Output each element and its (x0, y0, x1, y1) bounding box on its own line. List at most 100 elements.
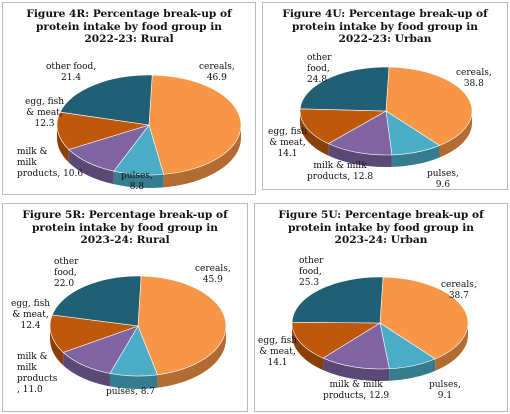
slice-label-value: 8.8 (129, 182, 145, 192)
slice-label-value: 12.9 (369, 391, 390, 401)
pie-slice-side-milk_products (323, 358, 390, 381)
pie-slice-milk_products (327, 110, 393, 156)
slice-label-name: food, (307, 64, 330, 74)
slice-label-cereals: cereals, 38.7 (441, 280, 477, 302)
pie-slice-side-cereals (435, 323, 468, 371)
slice-label-value: 38.7 (448, 291, 469, 301)
pie-slice-cereals (148, 74, 242, 175)
slice-label-cereals: cereals, 45.9 (195, 264, 231, 286)
chart-title: Figure 4R: Percentage break-up of protei… (3, 8, 255, 46)
slice-label-name: food, (299, 267, 322, 277)
slice-label-value: 10.6 (63, 169, 84, 179)
slice-label-cereals: cereals, 38.8 (456, 68, 492, 90)
pie-slice-other_food (51, 275, 142, 327)
pie-slice-milk_products (322, 322, 390, 370)
slice-label-name: milk (17, 158, 37, 168)
chart-title-line: 2023-24: Urban (334, 234, 428, 246)
slice-label-name: & meat, (269, 138, 306, 148)
pie-slice-other_food (299, 66, 390, 112)
slice-label-name: other (299, 256, 324, 266)
slice-label-value: 11.0 (22, 385, 43, 395)
chart-title: Figure 5U: Percentage break-up of protei… (255, 209, 507, 247)
slice-label-egg-fish-meat: egg, fish & meat, 12.3 (25, 97, 64, 130)
chart-title-line: Figure 4U: Percentage break-up of (282, 8, 488, 20)
slice-label-egg-fish-meat: egg, fish & meat, 14.1 (268, 127, 307, 160)
chart-title-line: Figure 4R: Percentage break-up of (26, 8, 232, 20)
slice-label-name: cereals, (195, 264, 231, 274)
pie-slice-egg_fish_meat (49, 314, 139, 353)
slice-label-name: egg, fish (11, 299, 50, 309)
slice-label-name: pulses, (427, 169, 459, 179)
slice-label-other-food: other food, 25.3 (299, 256, 323, 289)
pie-slice-side-pulses (389, 358, 436, 381)
slice-label-name: products, (323, 391, 367, 401)
slice-label-name: cereals, (456, 68, 492, 78)
slice-label-value: 12.4 (20, 321, 41, 331)
slice-label-value: 21.4 (61, 73, 82, 83)
slice-label-cereals: cereals, 46.9 (199, 62, 235, 84)
pie-chart (56, 74, 242, 188)
slice-label-name: products (17, 169, 58, 179)
pie-chart (49, 275, 227, 389)
slice-label-name: other food, (46, 62, 97, 72)
pie-slice-side-cereals (157, 326, 226, 388)
slice-label-name: & meat, (26, 108, 63, 118)
slice-label-name: products, 12.8 (307, 172, 374, 182)
slice-label-value: 12.3 (34, 119, 55, 129)
pie-chart (291, 276, 469, 381)
pie-slice-side-egg_fish_meat (300, 111, 329, 156)
slice-label-other-food: other food, 24.8 (307, 53, 331, 86)
slice-label-value: 45.9 (202, 275, 223, 285)
pie-chart (299, 66, 473, 167)
slice-label-value: 24.8 (307, 75, 328, 85)
slice-label-pulses: pulses, 9.6 (427, 169, 459, 191)
chart-title-line: 2023-24: Rural (80, 234, 170, 246)
slice-label-name: other (307, 53, 332, 63)
slice-label-value: 9.6 (435, 180, 451, 190)
chart-title-line: 2022-23: Urban (338, 33, 432, 45)
pie-slice-side-egg_fish_meat (50, 326, 64, 366)
slice-label-name: egg, fish (25, 97, 64, 107)
pie-slice-side-pulses (113, 171, 164, 188)
slice-label-milk-products: milk & milk products, 12.9 (323, 380, 389, 402)
chart-title-line: protein intake by food group in (36, 20, 222, 33)
slice-label-milk-products: milk & milk products, 12.8 (307, 161, 373, 183)
slice-label-name: other (54, 257, 79, 267)
pie-slice-side-pulses (109, 373, 158, 389)
chart-panel-4u: Figure 4U: Percentage break-up of protei… (262, 2, 508, 190)
pie-slice-cereals (379, 276, 469, 360)
slice-label-name: cereals, (199, 62, 235, 72)
pie-slice-other_food (59, 74, 153, 126)
pie-slice-egg_fish_meat (299, 108, 388, 144)
chart-title-line: protein intake by food group in (292, 20, 478, 33)
slice-label-name: food, (54, 268, 77, 278)
chart-title-line: Figure 5R: Percentage break-up of (22, 209, 228, 221)
pie-slice-cereals (385, 66, 473, 146)
chart-panel-5r: Figure 5R: Percentage break-up of protei… (2, 203, 248, 412)
pie-slice-egg_fish_meat (291, 321, 382, 359)
pie-slice-side-egg_fish_meat (57, 125, 69, 163)
slice-label-name: milk & (17, 352, 48, 362)
slice-label-name: milk (17, 363, 37, 373)
slice-label-name: milk & milk (329, 380, 383, 390)
slice-label-value: 46.9 (206, 73, 227, 83)
slice-label-value: 9.1 (437, 391, 453, 401)
slice-label-value: 38.8 (463, 79, 484, 89)
pie-slice-egg_fish_meat (56, 111, 150, 150)
slice-label-value: 14.1 (277, 149, 298, 159)
chart-title-line: 2022-23: Rural (84, 33, 174, 45)
pie-slice-side-cereals (439, 111, 472, 158)
chart-panel-5u: Figure 5U: Percentage break-up of protei… (254, 203, 508, 412)
slice-label-name: egg, fish (268, 127, 307, 137)
slice-label-egg-fish-meat: egg, fish & meat, 12.4 (11, 299, 50, 332)
slice-label-name: egg, fish (258, 336, 297, 346)
slice-label-value: 14.1 (267, 358, 288, 368)
slice-label-egg-fish-meat: egg, fish & meat, 14.1 (258, 336, 297, 369)
slice-label-value: 22.0 (54, 279, 75, 289)
slice-label-name: pulses, (429, 380, 461, 390)
slice-label-milk-products: milk & milk products, 10.6 (17, 147, 84, 179)
slice-label-name: & meat, (12, 310, 49, 320)
pie-slice-side-egg_fish_meat (292, 323, 324, 371)
slice-label-other-food: other food, 22.0 (54, 257, 78, 290)
slice-label-name: products (17, 374, 58, 384)
